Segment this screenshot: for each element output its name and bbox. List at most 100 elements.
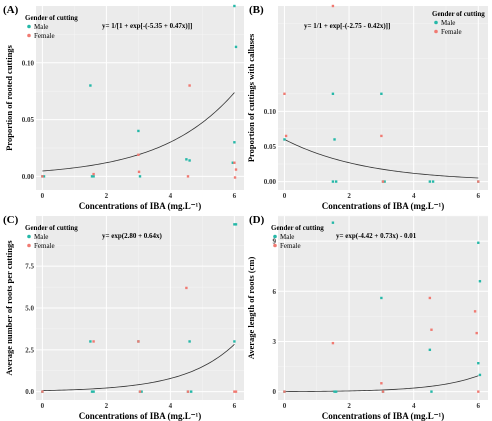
equation-label: y= 1/1 + exp[-(-2.75 - 0.42x)]] <box>304 22 390 30</box>
data-point-female <box>234 168 238 171</box>
data-point-female <box>188 84 191 87</box>
legend-marker-male <box>27 24 31 29</box>
data-point-male <box>233 223 236 226</box>
data-point-female <box>283 390 286 393</box>
x-tick-label: 0 <box>41 402 45 410</box>
data-point-male <box>331 180 335 183</box>
legend-label-female: Female <box>441 28 462 36</box>
data-point-female <box>381 390 385 393</box>
data-point-male <box>188 340 191 343</box>
x-axis-title: Concentrations of IBA (mg.L⁻¹) <box>322 201 444 211</box>
data-point-female <box>381 180 385 183</box>
panel-label: (D) <box>249 214 265 226</box>
x-tick-label: 4 <box>412 402 416 410</box>
data-point-male <box>185 158 188 161</box>
equation-label: y= 1/[1 + exp[-(-5.35 + 0.47x)]] <box>102 22 192 30</box>
data-point-male <box>233 4 236 8</box>
x-tick-label: 0 <box>283 402 287 410</box>
data-point-male <box>92 175 95 178</box>
fit-curve <box>42 344 235 392</box>
y-tick-label: 7.5 <box>25 263 34 271</box>
y-tick-label: 0.05 <box>264 143 277 151</box>
x-axis-title: Concentrations of IBA (mg.L⁻¹) <box>79 201 201 211</box>
legend-marker-female <box>27 33 31 38</box>
y-tick-label: 3 <box>273 338 277 346</box>
plot-background <box>36 6 244 190</box>
data-point-male <box>380 92 383 95</box>
data-point-male <box>89 340 92 343</box>
data-point-female <box>331 341 335 345</box>
data-point-female <box>137 153 140 156</box>
data-point-female <box>477 180 480 183</box>
data-point-female <box>186 390 190 393</box>
legend-label-female: Female <box>34 242 55 250</box>
y-tick-label: 6 <box>273 288 277 296</box>
legend-label-male: Male <box>441 19 455 27</box>
panel-2: 0 2 4 6 0.0 2.5 5.0 7.5 Concentrations of IBA (m… <box>3 214 244 421</box>
legend-label-male: Male <box>34 23 48 31</box>
y-tick-label: 2.5 <box>25 346 34 354</box>
data-point-male <box>92 390 95 393</box>
y-axis-title: Proportion of cuttings with calluses <box>246 33 256 162</box>
panel-0: 0 2 4 6 0.00 0.05 0.10 Concentrations of IBA (m… <box>3 4 244 211</box>
data-point-female <box>284 134 288 138</box>
data-point-female <box>137 170 141 174</box>
data-point-male <box>234 223 238 226</box>
data-point-male <box>137 129 140 133</box>
panel-label: (B) <box>249 4 264 16</box>
plot-background <box>278 216 488 400</box>
data-point-female <box>92 340 95 343</box>
data-point-female <box>41 390 44 393</box>
data-point-female <box>428 296 432 300</box>
y-axis-title: Average number of roots per cuttings <box>4 240 14 376</box>
data-point-female <box>380 382 383 385</box>
data-point-male <box>428 348 432 352</box>
y-tick-label: 0.00 <box>22 173 35 181</box>
legend-marker-male <box>434 20 438 25</box>
legend-marker-female <box>27 243 31 248</box>
panel-label: (A) <box>3 4 19 16</box>
x-tick-label: 6 <box>477 402 481 410</box>
x-tick-label: 6 <box>233 402 237 410</box>
data-point-male <box>90 390 94 393</box>
data-point-male <box>89 84 92 87</box>
data-point-male <box>90 175 94 178</box>
x-tick-label: 2 <box>105 402 109 410</box>
data-point-male <box>140 390 143 393</box>
legend-marker-female <box>273 243 277 248</box>
y-axis-title: Proportion of rooted cuttings <box>4 44 14 150</box>
data-point-female <box>473 310 477 313</box>
data-point-female <box>185 286 188 290</box>
data-point-male <box>331 92 335 95</box>
panel-label: (C) <box>3 214 19 226</box>
legend-label-female: Female <box>34 32 55 40</box>
data-point-male <box>233 141 236 144</box>
y-axis-title: Average length of roots (cm) <box>246 257 256 360</box>
data-point-male <box>138 175 142 178</box>
data-point-male <box>333 390 336 393</box>
data-point-female <box>233 176 237 179</box>
data-point-female <box>430 328 433 331</box>
data-point-female <box>41 175 44 178</box>
data-point-male <box>477 241 480 244</box>
y-tick-label: 5.0 <box>25 305 34 313</box>
x-axis-title: Concentrations of IBA (mg.L⁻¹) <box>322 411 444 421</box>
legend-title: Gender of cutting <box>25 224 78 232</box>
x-tick-label: 0 <box>41 192 45 200</box>
data-point-female <box>475 331 478 335</box>
data-point-female <box>233 390 236 393</box>
data-point-male <box>380 296 383 300</box>
fit-curve <box>284 139 479 179</box>
data-point-female <box>331 4 335 8</box>
equation-label: y= exp(2.80 + 0.64x) <box>102 232 163 240</box>
legend-label-male: Male <box>34 233 48 241</box>
data-point-female <box>92 172 95 176</box>
data-point-male <box>333 138 336 141</box>
y-tick-label: 0 <box>273 388 277 396</box>
data-point-male <box>231 161 234 164</box>
x-tick-label: 6 <box>477 192 481 200</box>
data-point-female <box>137 340 140 343</box>
legend-marker-male <box>27 234 31 239</box>
data-point-male <box>334 180 338 183</box>
y-tick-label: 0.00 <box>264 178 277 186</box>
